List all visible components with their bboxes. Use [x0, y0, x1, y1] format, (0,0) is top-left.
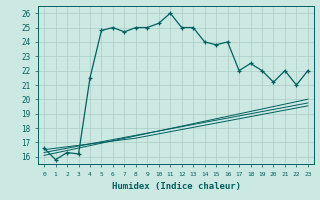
X-axis label: Humidex (Indice chaleur): Humidex (Indice chaleur) — [111, 182, 241, 191]
